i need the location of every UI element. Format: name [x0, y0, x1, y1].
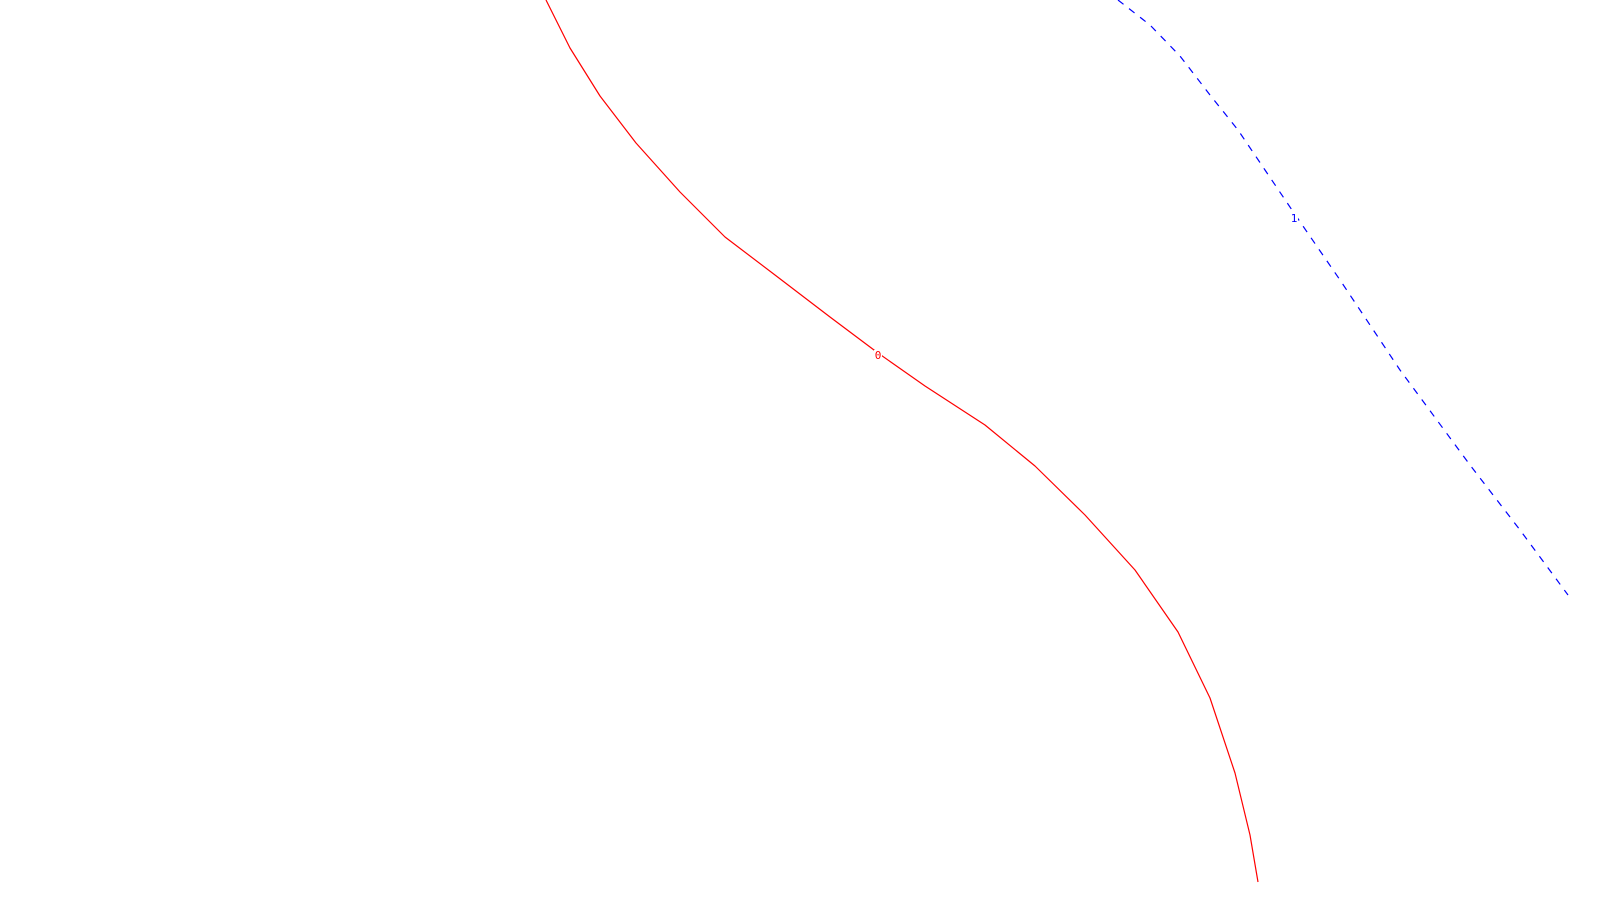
contour-lines	[545, 0, 1569, 883]
contour-label-0: 0	[875, 349, 882, 362]
contour-labels: 01	[874, 212, 1298, 362]
contour-line-1	[1117, 0, 1569, 596]
contour-label-1: 1	[1291, 212, 1298, 225]
contour-label-backing-0	[874, 350, 882, 360]
contour-label-backing-1	[1290, 213, 1298, 223]
contour-line-0	[545, 0, 1259, 883]
